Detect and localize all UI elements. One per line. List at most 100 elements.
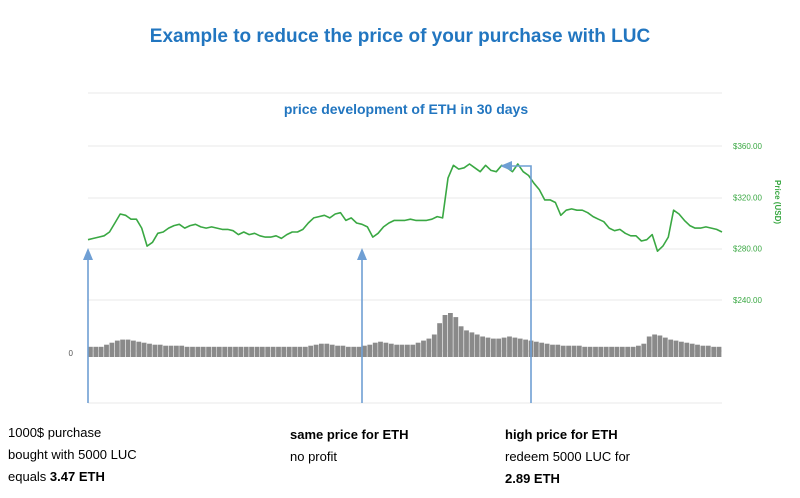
price-line <box>87 163 723 252</box>
volume-bar <box>168 345 174 357</box>
volume-bar <box>184 346 190 357</box>
volume-bar <box>195 346 201 357</box>
volume-bar <box>442 315 448 357</box>
volume-bar <box>200 346 206 357</box>
volume-bar <box>340 345 346 357</box>
volume-bar <box>131 340 136 357</box>
y-tick-label: $360.00 <box>733 142 762 151</box>
volume-bar <box>378 341 383 357</box>
volume-bar <box>598 346 604 357</box>
volume-bar <box>136 341 142 357</box>
annotation-purchase-line-1: 1000$ purchase <box>8 425 102 440</box>
y-axis-label: Price (USD) <box>773 180 782 224</box>
volume-bar <box>141 342 147 357</box>
volume-bar <box>281 346 287 357</box>
volume-bar <box>104 344 109 357</box>
volume-bar <box>533 341 539 357</box>
arrow-3-head <box>500 161 512 171</box>
annotation-purchase-eth: 3.47 ETH <box>49 469 105 484</box>
volume-bar <box>458 326 464 357</box>
volume-bar <box>593 346 598 357</box>
volume-bar <box>576 345 582 357</box>
volume-bar <box>372 342 378 357</box>
volume-bar <box>716 346 722 357</box>
volume-bar <box>399 344 405 357</box>
arrow-2-head <box>357 248 367 260</box>
y-tick-label: $320.00 <box>733 193 762 202</box>
annotation-same-price-line: no profit <box>290 449 337 464</box>
volume-bar <box>216 346 222 357</box>
arrow-1-head <box>83 248 93 260</box>
volume-bar <box>415 342 421 357</box>
volume-bar <box>259 346 265 357</box>
volume-bar <box>689 343 695 357</box>
y-tick-label: $240.00 <box>733 296 762 305</box>
volume-bar <box>233 346 238 357</box>
volume-bar <box>646 336 652 357</box>
volume-bar <box>367 344 373 357</box>
volume-bar <box>174 345 179 357</box>
volume-bar <box>222 346 228 357</box>
volume-bar <box>582 346 588 357</box>
volume-bar <box>114 340 120 357</box>
volume-bar <box>517 338 523 357</box>
volume-bar <box>695 344 700 357</box>
annotation-purchase-line-3: equals 3.47 ETH <box>8 466 137 488</box>
volume-bar <box>555 344 561 357</box>
volume-bar <box>356 346 362 357</box>
volume-bar <box>125 339 131 357</box>
volume-bar <box>345 346 351 357</box>
volume-bar <box>566 345 571 357</box>
volume-bar <box>507 336 512 357</box>
volume-bar <box>448 313 453 357</box>
volume-bar <box>571 345 577 357</box>
volume-bar <box>297 346 303 357</box>
volume-bars <box>88 313 722 357</box>
volume-bar <box>270 346 276 357</box>
volume-bar <box>362 345 367 357</box>
volume-bar <box>560 345 566 357</box>
volume-bar <box>329 344 335 357</box>
volume-bar <box>480 336 485 357</box>
volume-bar <box>152 344 158 357</box>
volume-bar <box>501 337 507 357</box>
volume-bar <box>335 345 340 357</box>
volume-bar <box>512 337 518 357</box>
volume-bar <box>227 346 233 357</box>
volume-bar <box>179 345 185 357</box>
volume-bar <box>163 345 168 357</box>
volume-bar <box>544 343 550 357</box>
volume-bar <box>587 346 593 357</box>
volume-bar <box>88 346 93 357</box>
volume-bar <box>292 346 297 357</box>
volume-bar <box>705 345 711 357</box>
volume-bar <box>388 343 394 357</box>
volume-bar <box>190 346 195 357</box>
annotation-purchase-line-3-text: equals <box>8 469 50 484</box>
volume-bar <box>609 346 614 357</box>
volume-bar <box>491 338 496 357</box>
volume-bar <box>474 334 480 357</box>
volume-bar <box>630 346 636 357</box>
volume-bar <box>485 337 491 357</box>
volume-bar <box>243 346 249 357</box>
volume-bar <box>302 346 308 357</box>
volume-bar <box>319 343 324 357</box>
annotation-same-price-heading: same price for ETH <box>290 427 409 442</box>
volume-bar <box>496 338 502 357</box>
volume-bar <box>147 343 152 357</box>
volume-bar <box>410 344 416 357</box>
annotation-high-price-eth: 2.89 ETH <box>505 471 560 486</box>
volume-bar <box>603 346 609 357</box>
chart-title: price development of ETH in 30 days <box>283 101 529 117</box>
volume-bar <box>238 346 244 357</box>
annotation-arrows <box>83 161 532 403</box>
volume-bar <box>464 330 469 357</box>
annotation-purchase: 1000$ purchase bought with 5000 LUC equa… <box>8 422 137 488</box>
volume-bar <box>405 344 410 357</box>
volume-bar <box>286 346 292 357</box>
annotation-high-price-heading: high price for ETH <box>505 427 618 442</box>
volume-bar <box>276 346 281 357</box>
y-tick-label: $280.00 <box>733 245 762 254</box>
volume-bar <box>383 342 389 357</box>
